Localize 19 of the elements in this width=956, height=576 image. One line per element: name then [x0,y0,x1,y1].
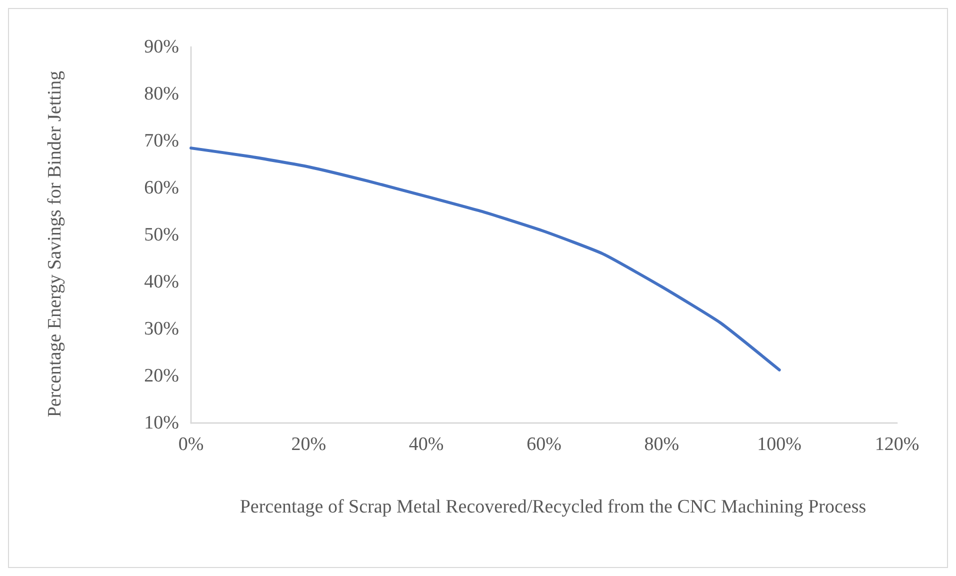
y-tick-label: 10% [144,412,180,434]
x-axis-title: Percentage of Scrap Metal Recovered/Recycled from the CNC Machining Process [240,496,866,518]
x-tick-label: 40% [408,434,444,455]
line-series [190,146,781,372]
x-tick-label: 0% [178,434,204,455]
x-tick-label: 60% [526,434,562,455]
x-tick-label: 120% [874,434,920,455]
y-tick-label: 90% [144,36,180,58]
y-tick-label: 70% [144,130,180,152]
x-tick-label: 100% [757,434,802,455]
y-tick-label: 60% [144,178,180,198]
x-tick-label: 80% [644,434,680,455]
y-tick-label: 40% [144,272,180,292]
y-tick-label: 80% [144,84,180,104]
y-tick-label: 30% [144,318,180,340]
y-axis-title: Percentage Energy Savings for Binder Jetting [44,70,66,418]
y-tick-label: 50% [144,224,180,246]
x-tick-label: 20% [291,434,326,455]
y-tick-label: 20% [144,366,180,386]
